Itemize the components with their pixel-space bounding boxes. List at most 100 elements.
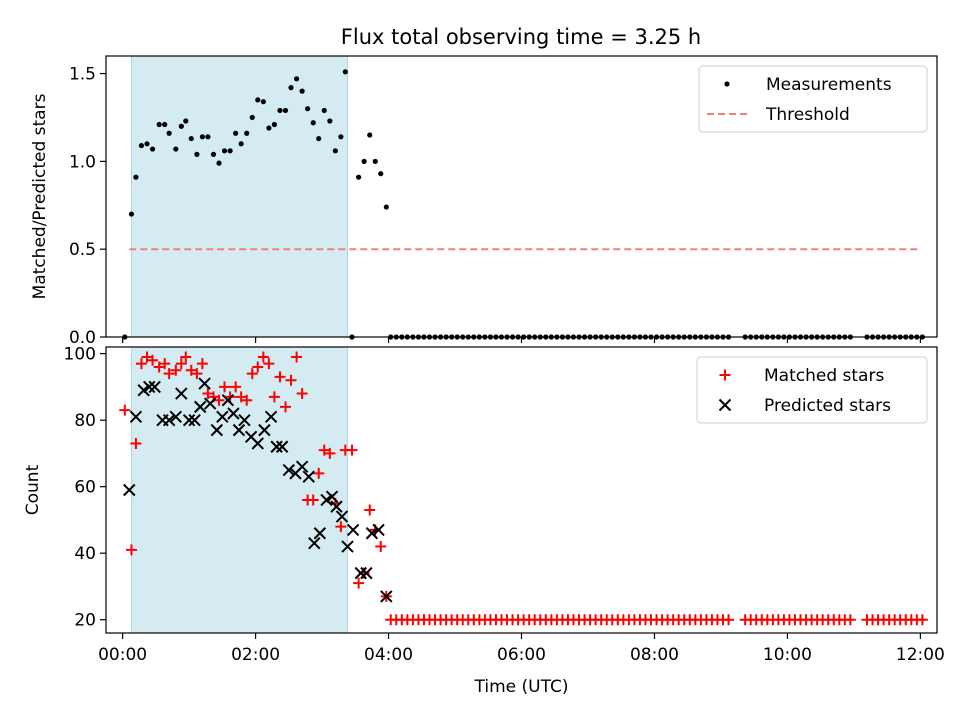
data-point — [233, 130, 239, 136]
data-point — [307, 494, 319, 506]
data-point — [342, 69, 348, 75]
data-point — [143, 380, 156, 394]
data-point — [252, 361, 264, 373]
data-point — [213, 394, 225, 406]
x-axis-label: Time (UTC) — [474, 677, 569, 697]
x-tick-label: 06:00 — [497, 645, 546, 665]
data-point — [137, 384, 150, 397]
y-tick-label: 40 — [74, 544, 96, 564]
data-point — [210, 423, 224, 437]
data-point — [332, 148, 338, 154]
y-tick-label: 80 — [74, 411, 96, 431]
data-point — [327, 118, 333, 124]
data-point — [271, 121, 277, 128]
data-point — [156, 121, 162, 128]
data-point — [293, 76, 300, 82]
data-point — [365, 527, 379, 540]
data-point — [135, 358, 147, 370]
legend: Measurements Threshold — [698, 65, 928, 133]
data-point — [230, 381, 242, 393]
chart-title: Flux total observing time = 3.25 h — [341, 25, 701, 49]
data-point — [325, 490, 339, 503]
data-point — [268, 391, 280, 403]
data-point — [175, 358, 187, 370]
y-axis-label: Count — [23, 464, 43, 515]
data-point — [178, 123, 184, 129]
data-point — [246, 368, 258, 380]
legend-symbol — [724, 81, 730, 87]
data-point — [380, 590, 393, 603]
data-point — [144, 141, 150, 147]
data-point — [241, 394, 253, 406]
data-point — [141, 351, 153, 363]
data-point — [149, 146, 156, 152]
data-point — [216, 160, 222, 166]
shaded-span — [130, 346, 349, 634]
legend-label: Predicted stars — [764, 396, 891, 416]
data-point — [169, 410, 183, 424]
data-point — [196, 358, 208, 370]
data-point — [299, 88, 305, 94]
data-point — [375, 541, 387, 553]
data-point — [159, 358, 171, 370]
data-point — [175, 387, 188, 400]
data-point — [238, 413, 251, 427]
data-point — [185, 364, 197, 376]
legend-label: Matched stars — [764, 366, 884, 386]
legend-label: Threshold — [765, 105, 850, 125]
data-point — [302, 470, 315, 483]
y-tick-label: 1.5 — [69, 65, 96, 85]
data-point — [282, 463, 296, 477]
data-point — [232, 423, 246, 437]
data-point — [183, 118, 189, 124]
data-point — [354, 566, 368, 580]
data-point — [282, 107, 289, 114]
legend: Matched stars Predicted stars — [696, 356, 928, 424]
data-point — [844, 614, 856, 626]
series-matched-stars — [119, 351, 928, 626]
data-point — [251, 437, 264, 450]
data-point — [383, 204, 389, 210]
data-point — [235, 391, 247, 403]
y-tick-label: 0.5 — [69, 240, 96, 260]
data-point — [360, 566, 373, 580]
data-point — [275, 440, 289, 453]
data-point — [182, 413, 196, 427]
data-point — [270, 440, 283, 453]
data-point — [170, 364, 182, 376]
data-point — [324, 447, 336, 459]
data-point — [279, 401, 291, 413]
data-point — [257, 351, 269, 363]
data-point — [198, 377, 211, 390]
legend-symbol — [719, 369, 731, 381]
data-point — [205, 134, 211, 140]
data-point — [162, 413, 176, 427]
data-point — [194, 151, 200, 157]
data-point — [367, 132, 373, 138]
data-point — [310, 120, 316, 126]
data-point — [316, 135, 322, 142]
data-point — [341, 540, 354, 553]
data-point — [249, 114, 255, 121]
data-point — [353, 577, 365, 589]
data-point — [338, 134, 344, 140]
shaded-span — [130, 55, 349, 338]
data-point — [335, 510, 349, 523]
data-point — [130, 437, 142, 449]
data-point — [227, 407, 240, 420]
data-point — [147, 354, 159, 366]
data-point — [305, 106, 311, 112]
data-point — [277, 107, 283, 114]
data-point — [320, 493, 333, 507]
data-point — [227, 148, 233, 154]
data-point — [188, 413, 201, 427]
data-point — [308, 537, 321, 550]
data-point — [119, 404, 131, 416]
data-point — [295, 460, 309, 473]
y-tick-label: 60 — [74, 478, 96, 498]
data-point — [166, 130, 172, 136]
data-point — [123, 483, 136, 497]
data-point — [364, 504, 376, 516]
data-point — [260, 99, 266, 105]
data-point — [255, 97, 261, 103]
